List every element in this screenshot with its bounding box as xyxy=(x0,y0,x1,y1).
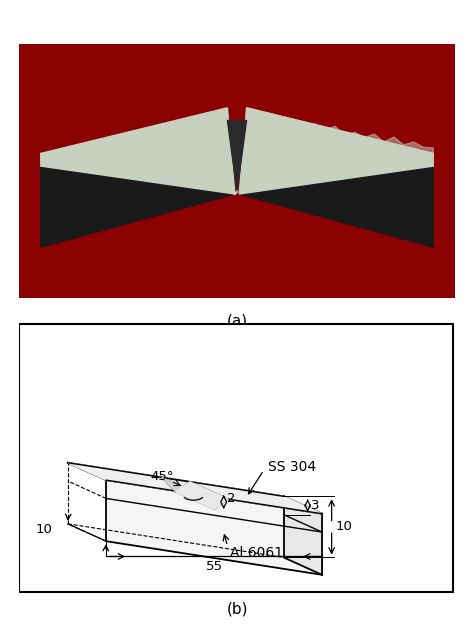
Text: SS 304: SS 304 xyxy=(268,460,316,474)
Polygon shape xyxy=(106,480,322,575)
Polygon shape xyxy=(190,482,322,514)
Polygon shape xyxy=(246,108,433,153)
Text: 10: 10 xyxy=(36,522,53,536)
Text: 2: 2 xyxy=(227,492,236,505)
Polygon shape xyxy=(68,463,322,514)
Text: 45°: 45° xyxy=(150,470,174,483)
Text: 10: 10 xyxy=(335,521,352,533)
Text: 55: 55 xyxy=(206,560,223,573)
Polygon shape xyxy=(41,120,235,247)
Polygon shape xyxy=(41,153,228,162)
Polygon shape xyxy=(41,108,235,194)
Polygon shape xyxy=(239,108,433,194)
Polygon shape xyxy=(68,463,200,495)
Polygon shape xyxy=(162,477,214,509)
Polygon shape xyxy=(239,120,433,247)
Text: 3: 3 xyxy=(311,499,319,512)
Text: Al 6061: Al 6061 xyxy=(230,546,283,560)
Text: (b): (b) xyxy=(226,602,248,617)
Polygon shape xyxy=(228,120,246,191)
Polygon shape xyxy=(176,482,228,509)
Text: (a): (a) xyxy=(227,313,247,328)
Polygon shape xyxy=(283,496,322,575)
